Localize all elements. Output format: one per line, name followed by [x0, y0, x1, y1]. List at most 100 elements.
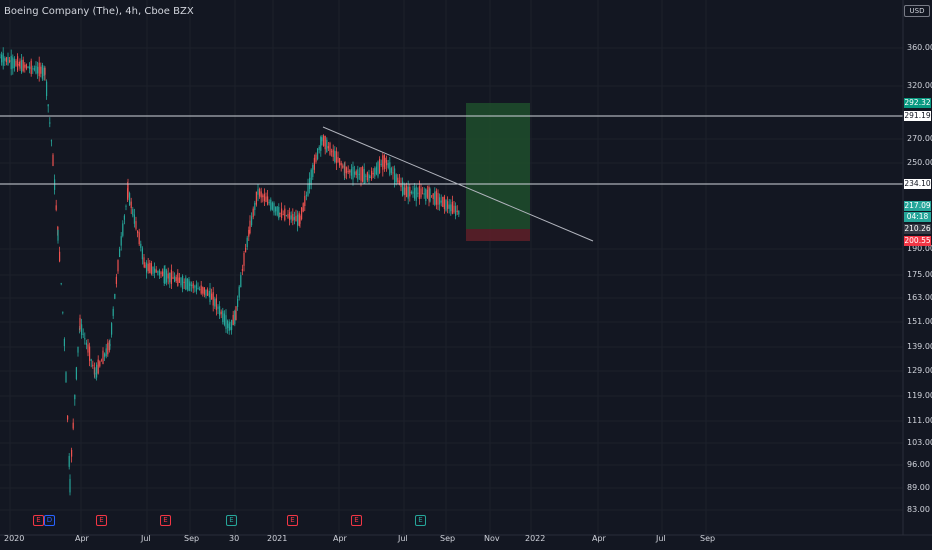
candle-body	[112, 308, 114, 316]
candle-body	[249, 220, 251, 234]
candle-body	[326, 139, 328, 153]
candle-body	[29, 66, 31, 70]
candle-body	[415, 186, 417, 201]
candle-body	[172, 276, 174, 279]
candle-body	[1, 54, 3, 63]
candle-body	[434, 191, 436, 205]
candle-body	[298, 212, 300, 226]
candle-body	[114, 293, 116, 299]
candle-body	[282, 214, 284, 216]
earnings-event-icon[interactable]: E	[96, 515, 107, 526]
candle-body	[358, 173, 360, 175]
candle-body	[152, 266, 154, 274]
candle-body	[342, 165, 344, 168]
candle-body	[109, 343, 111, 347]
candle-body	[301, 207, 303, 220]
price-axis-label: 360.00	[907, 43, 932, 52]
candle-body	[313, 157, 315, 170]
candle-body	[162, 271, 164, 277]
candle-body	[437, 192, 439, 205]
candle-body	[10, 55, 12, 70]
price-tag: 210.26	[904, 224, 931, 234]
candle-body	[292, 213, 294, 221]
candle-body	[387, 163, 389, 168]
candle-body	[254, 202, 256, 210]
candle-body	[52, 154, 54, 166]
candle-body	[299, 216, 301, 224]
candle-body	[50, 140, 52, 142]
candle-body	[404, 187, 406, 195]
candle-body	[276, 206, 278, 216]
price-axis-label: 103.00	[907, 438, 932, 447]
price-tag: 217.09	[904, 201, 931, 211]
candle-body	[47, 104, 49, 107]
price-axis-label: 83.00	[907, 505, 930, 514]
candle-body	[38, 62, 40, 77]
earnings-event-icon[interactable]: E	[287, 515, 298, 526]
candle-body	[44, 67, 46, 75]
candle-body	[175, 277, 177, 282]
candle-body	[394, 168, 396, 184]
candle-body	[223, 313, 225, 325]
candle-body	[445, 199, 447, 211]
candle-body	[185, 277, 187, 290]
candle-body	[75, 367, 77, 380]
candle-body	[451, 201, 453, 214]
candle-body	[87, 344, 89, 353]
candle-body	[182, 275, 184, 290]
candle-body	[426, 189, 428, 198]
price-axis-label: 119.00	[907, 391, 932, 400]
candle-body	[60, 283, 62, 285]
earnings-event-icon[interactable]: D	[44, 515, 55, 526]
candle-body	[35, 65, 37, 74]
candle-body	[362, 166, 364, 182]
earnings-event-icon[interactable]: E	[160, 515, 171, 526]
candle-body	[284, 208, 286, 220]
candle-body	[192, 283, 194, 289]
candle-body	[217, 306, 219, 309]
candle-body	[289, 212, 291, 221]
candle-body	[123, 215, 125, 220]
candle-body	[92, 364, 94, 367]
candle-body	[169, 272, 171, 283]
candle-body	[19, 60, 21, 69]
candle-body	[310, 169, 312, 186]
earnings-event-icon[interactable]: E	[351, 515, 362, 526]
candle-body	[400, 183, 402, 188]
candle-body	[199, 289, 201, 290]
currency-label[interactable]: USD	[904, 5, 930, 17]
candle-body	[248, 229, 250, 237]
candle-body	[180, 277, 182, 286]
candle-body	[293, 217, 295, 220]
candle-body	[237, 299, 239, 307]
earnings-event-icon[interactable]: E	[33, 515, 44, 526]
candle-body	[443, 196, 445, 210]
candle-body	[129, 193, 131, 206]
candle-body	[409, 186, 411, 197]
candle-body	[22, 59, 24, 71]
candle-body	[251, 216, 253, 226]
candle-body	[344, 166, 346, 174]
candle-body	[259, 188, 261, 197]
candle-body	[302, 203, 304, 212]
candle-body	[40, 66, 42, 74]
candle-body	[423, 193, 425, 195]
candle-body	[390, 168, 392, 173]
candle-body	[84, 338, 86, 340]
candle-body	[215, 298, 217, 311]
candle-body	[41, 64, 43, 79]
candle-body	[309, 177, 311, 190]
candle-body	[440, 200, 442, 203]
candle-body	[178, 277, 180, 283]
price-axis-label: 96.00	[907, 460, 930, 469]
candle-body	[146, 262, 148, 273]
candle-body	[77, 346, 79, 353]
earnings-event-icon[interactable]: E	[415, 515, 426, 526]
earnings-event-icon[interactable]: E	[226, 515, 237, 526]
candle-body	[428, 186, 430, 201]
candle-body	[27, 66, 29, 69]
candle-body	[379, 158, 381, 173]
candle-body	[0, 57, 1, 59]
candle-body	[320, 136, 322, 151]
